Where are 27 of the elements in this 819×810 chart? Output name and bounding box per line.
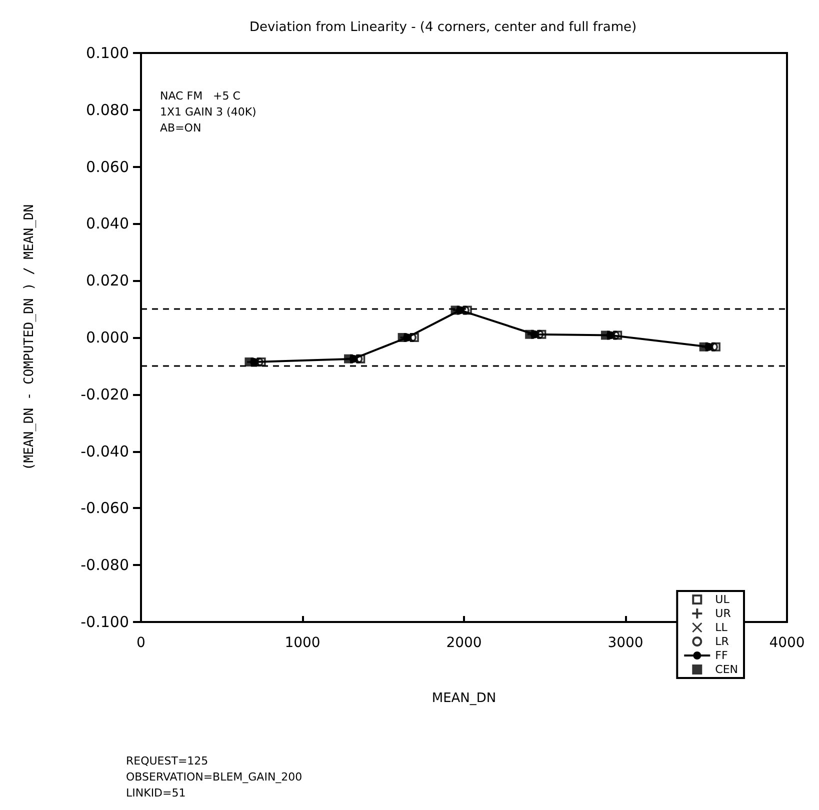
y-tick-label: -0.080	[80, 556, 129, 574]
y-tick-label: 0.080	[86, 100, 129, 119]
legend-label: LL	[715, 621, 728, 634]
y-tick-label: 0.060	[86, 158, 129, 176]
legend-label: CEN	[715, 663, 738, 676]
y-tick-label: -0.040	[80, 442, 129, 460]
y-tick-label: 0.020	[86, 272, 129, 290]
x-tick-label: 0	[136, 635, 146, 651]
legend-label: LR	[715, 635, 730, 648]
x-tick-label: 1000	[284, 635, 320, 651]
legend-label: UR	[715, 607, 732, 620]
x-axis-title: MEAN_DN	[432, 691, 496, 706]
legend-label: FF	[715, 649, 728, 662]
y-tick-label: 0.000	[86, 328, 129, 346]
y-tick-label: 0.040	[86, 214, 129, 233]
legend-label: UL	[715, 593, 730, 606]
x-tick-label: 4000	[769, 635, 805, 651]
y-tick-label: 0.100	[86, 44, 129, 62]
annotation: NAC FM +5 C 1X1 GAIN 3 (40K) AB=ON	[160, 90, 256, 134]
chart-title: Deviation from Linearity - (4 corners, center and full frame)	[249, 20, 637, 35]
y-tick-label: -0.020	[80, 385, 129, 404]
y-axis-title: (MEAN_DN - COMPUTED_DN ) / MEAN_DN	[22, 204, 37, 471]
y-tick-label: -0.060	[80, 499, 129, 518]
y-tick-label: -0.100	[80, 613, 129, 631]
x-tick-label: 2000	[446, 635, 482, 651]
x-tick-label: 3000	[608, 635, 644, 651]
text: REQUEST=125 OBSERVATION=BLEM_GAIN_200 LINKID=51	[126, 754, 302, 800]
